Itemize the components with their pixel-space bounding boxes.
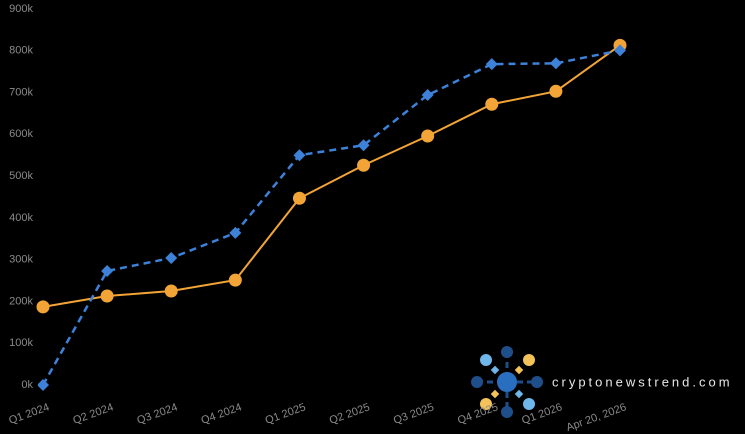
y-tick-label: 300k: [9, 254, 33, 266]
point: [293, 149, 306, 162]
x-tick-label: Q1 2024: [7, 401, 51, 427]
point: [549, 84, 563, 98]
y-tick-label: 500k: [9, 170, 33, 182]
x-tick-label: Q3 2024: [135, 401, 179, 427]
point: [485, 97, 499, 111]
point: [614, 44, 626, 57]
x-tick-label: Q1 2025: [264, 401, 308, 427]
point: [485, 58, 498, 71]
x-tick-label: Q4 2024: [200, 401, 244, 427]
point: [357, 158, 371, 172]
y-tick-label: 0k: [21, 379, 33, 391]
point: [292, 191, 306, 205]
point: [421, 89, 434, 102]
x-tick-label: Q4 2025: [456, 401, 500, 427]
y-tick-label: 100k: [9, 337, 33, 349]
x-tick-label: Q3 2025: [392, 401, 436, 427]
point: [37, 379, 49, 391]
point: [101, 264, 114, 277]
x-tick-label: Q2 2025: [328, 401, 372, 427]
point: [549, 57, 562, 70]
y-tick-label: 800k: [9, 45, 33, 57]
point: [36, 300, 50, 314]
watermark-logo: [471, 346, 543, 418]
point: [165, 251, 178, 264]
y-tick-label: 400k: [9, 212, 33, 224]
watermark: cryptonewstrend.com: [552, 374, 733, 389]
series-layer: [36, 38, 627, 391]
x-tick-label: Q2 2024: [71, 401, 115, 427]
y-tick-label: 200k: [9, 295, 33, 307]
point: [100, 289, 114, 303]
series-line: [41, 49, 621, 386]
y-tick-label: 900k: [9, 3, 33, 15]
point: [164, 284, 178, 298]
series-line: [42, 44, 621, 308]
point: [357, 139, 370, 152]
y-tick-label: 700k: [9, 86, 33, 98]
y-tick-label: 600k: [9, 128, 33, 140]
point: [229, 226, 242, 239]
x-tick-label: Apr 20, 2026: [565, 401, 628, 434]
point: [228, 273, 242, 287]
point: [421, 129, 435, 143]
